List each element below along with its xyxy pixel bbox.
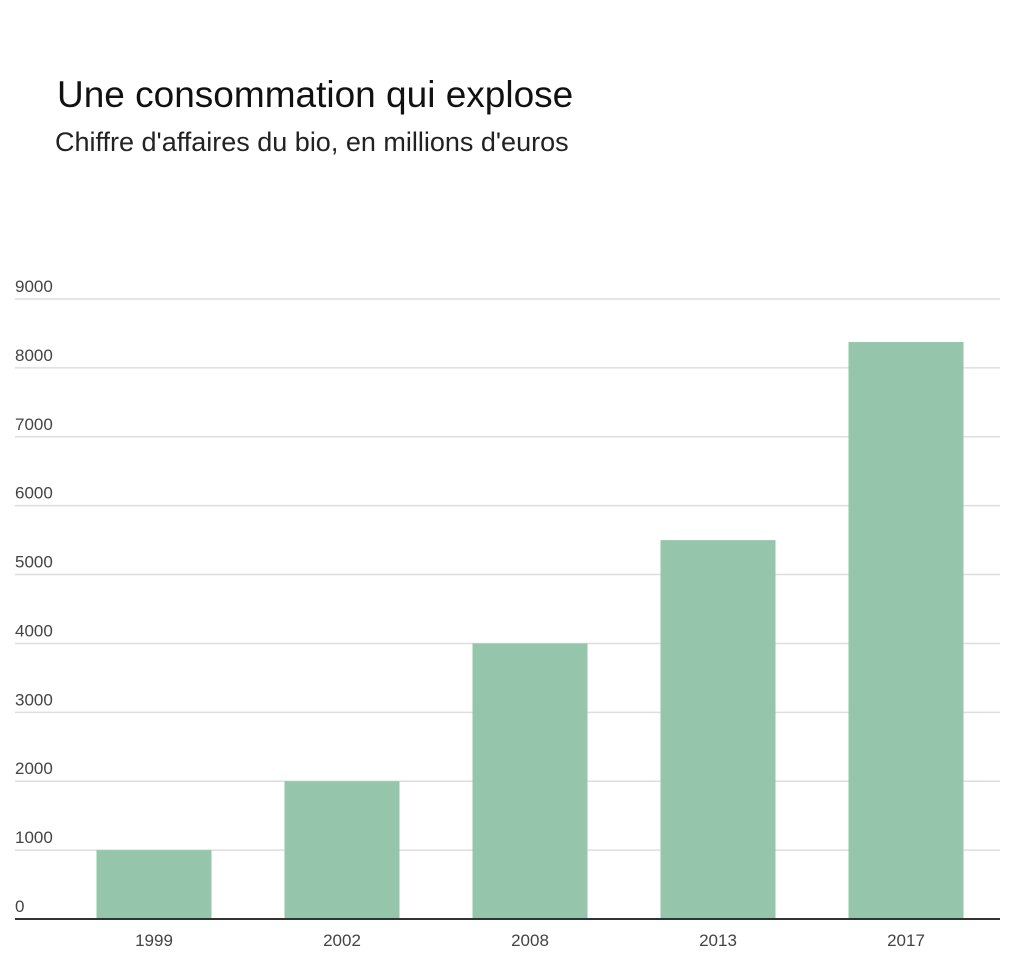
x-tick-label: 2017 xyxy=(887,931,925,950)
x-tick-label: 2008 xyxy=(511,931,549,950)
y-tick-label: 6000 xyxy=(15,484,53,503)
chart-title: Une consommation qui explose xyxy=(57,74,574,115)
y-tick-label: 8000 xyxy=(15,346,53,365)
x-tick-label: 2002 xyxy=(323,931,361,950)
bar-2013 xyxy=(660,540,776,919)
x-tick-label: 2013 xyxy=(699,931,737,950)
y-tick-label: 2000 xyxy=(15,759,53,778)
y-tick-label: 7000 xyxy=(15,415,53,434)
y-tick-label: 5000 xyxy=(15,553,53,572)
bar-2008 xyxy=(472,643,588,919)
y-tick-label: 1000 xyxy=(15,828,53,847)
chart-subtitle: Chiffre d'affaires du bio, en millions d… xyxy=(55,127,569,157)
y-tick-label: 9000 xyxy=(15,277,53,296)
y-tick-label: 4000 xyxy=(15,621,53,640)
y-tick-label: 3000 xyxy=(15,690,53,709)
bar-2017 xyxy=(848,342,964,919)
x-tick-label: 1999 xyxy=(135,931,173,950)
y-tick-label: 0 xyxy=(15,897,24,916)
bar-1999 xyxy=(96,850,212,919)
bar-2002 xyxy=(284,781,400,919)
